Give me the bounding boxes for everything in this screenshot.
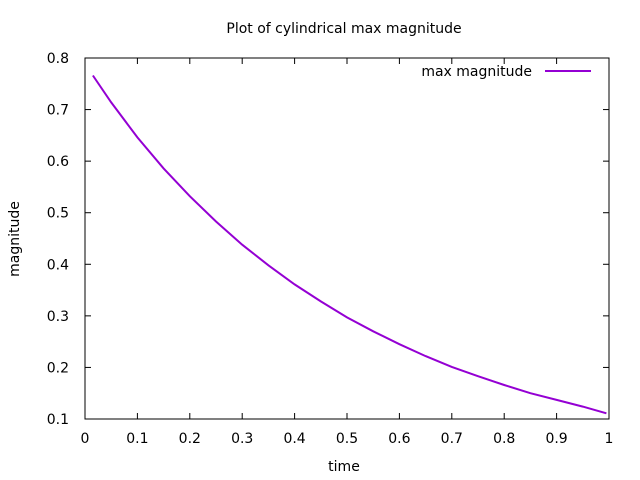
y-tick-label: 0.2 <box>47 360 69 376</box>
x-tick-label: 0.3 <box>231 431 253 447</box>
x-axis-label: time <box>328 459 360 475</box>
x-tick-label: 0.4 <box>283 431 305 447</box>
y-tick-label: 0.3 <box>47 309 69 325</box>
x-tick-label: 0.1 <box>126 431 148 447</box>
x-tick-label: 1 <box>605 431 614 447</box>
x-tick-label: 0.5 <box>336 431 358 447</box>
x-tick-label: 0 <box>81 431 90 447</box>
plot-area-frame <box>84 57 610 420</box>
y-tick-label: 0.8 <box>47 51 69 67</box>
y-axis: 0.1 0.2 0.3 0.4 0.5 0.6 0.7 0.8 <box>47 51 609 428</box>
legend-label: max magnitude <box>421 64 532 80</box>
chart-title: Plot of cylindrical max magnitude <box>226 21 461 37</box>
y-axis-label: magnitude <box>7 201 23 277</box>
y-tick-label: 0.1 <box>47 412 69 428</box>
series-layer <box>92 74 607 415</box>
y-tick-label: 0.7 <box>47 103 69 119</box>
y-tick-label: 0.6 <box>47 154 69 170</box>
x-tick-label: 0.7 <box>441 431 463 447</box>
legend: max magnitude <box>421 64 591 80</box>
y-tick-label: 0.4 <box>47 257 69 273</box>
y-tick-label: 0.5 <box>47 206 69 222</box>
x-tick-label: 0.8 <box>493 431 515 447</box>
series-line-max-magnitude <box>92 74 607 415</box>
x-tick-label: 0.9 <box>545 431 567 447</box>
x-tick-label: 0.6 <box>388 431 410 447</box>
x-tick-label: 0.2 <box>179 431 201 447</box>
x-axis: 0 0.1 0.2 0.3 0.4 0.5 0.6 0.7 0.8 0.9 1 <box>81 58 614 447</box>
